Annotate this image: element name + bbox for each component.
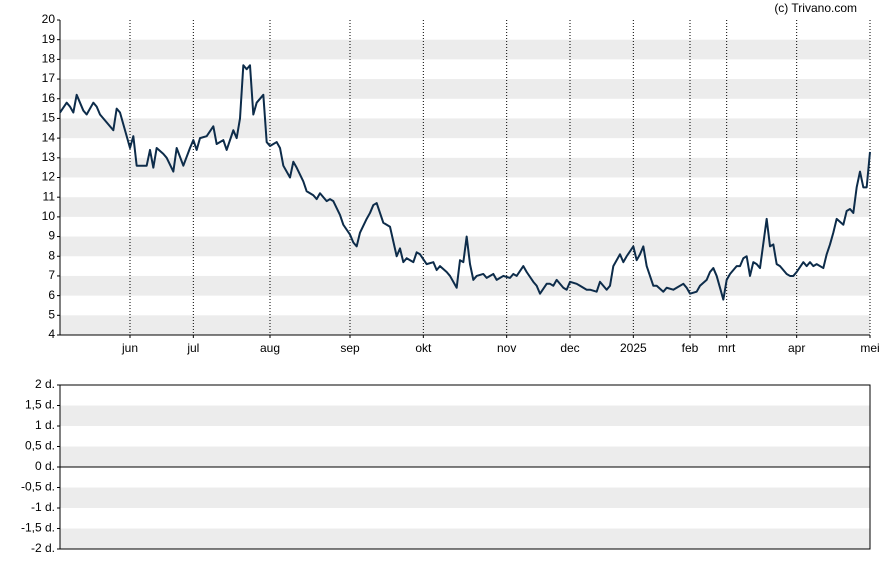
- y-tick-label: 1 d.: [35, 418, 55, 432]
- y-tick-label: 5: [48, 307, 55, 321]
- x-tick-label: jun: [121, 341, 138, 355]
- x-tick-label: aug: [260, 341, 280, 355]
- grid-band: [60, 275, 870, 296]
- y-tick-label: 7: [48, 268, 55, 282]
- y-tick-label: -1,5 d.: [21, 521, 55, 535]
- grid-band: [60, 197, 870, 217]
- y-tick-label: 16: [42, 91, 56, 105]
- grid-band: [60, 405, 870, 426]
- y-tick-label: 13: [42, 150, 56, 164]
- y-tick-label: 4: [48, 327, 55, 341]
- credit: (c) Trivano.com: [774, 1, 857, 15]
- x-tick-label: mei: [860, 341, 879, 355]
- price-line: [59, 64, 871, 301]
- y-tick-label: 15: [42, 111, 56, 125]
- y-tick-label: -0,5 d.: [21, 480, 55, 494]
- y-tick-label: 17: [42, 71, 56, 85]
- y-tick-label: 14: [42, 130, 56, 144]
- x-tick-label: mrt: [718, 341, 736, 355]
- grid-band: [60, 528, 870, 549]
- grid-band: [60, 487, 870, 508]
- y-tick-label: 18: [42, 52, 56, 66]
- y-tick-label: 12: [42, 170, 56, 184]
- y-tick-label: 19: [42, 32, 56, 46]
- y-tick-label: 10: [42, 209, 56, 223]
- grid-band: [60, 157, 870, 178]
- y-tick-label: 2 d.: [35, 377, 55, 391]
- grid-band: [60, 39, 870, 60]
- y-tick-label: 6: [48, 288, 55, 302]
- y-tick-label: 9: [48, 229, 55, 243]
- y-tick-label: 0 d.: [35, 459, 55, 473]
- x-tick-label: nov: [497, 341, 516, 355]
- grid-band: [60, 118, 870, 139]
- x-tick-label: apr: [788, 341, 805, 355]
- x-tick-label: dec: [560, 341, 579, 355]
- y-tick-label: -2 d.: [31, 541, 55, 555]
- x-tick-label: jul: [186, 341, 199, 355]
- y-tick-label: -1 d.: [31, 500, 55, 514]
- y-tick-label: 8: [48, 248, 55, 262]
- x-tick-label: feb: [682, 341, 699, 355]
- grid-band: [60, 79, 870, 99]
- y-tick-label: 20: [42, 12, 56, 26]
- y-tick-label: 11: [43, 189, 56, 203]
- x-tick-label: sep: [340, 341, 360, 355]
- x-tick-label: okt: [415, 341, 432, 355]
- grid-band: [60, 446, 870, 467]
- y-tick-label: 1,5 d.: [25, 398, 55, 412]
- x-tick-label: 2025: [620, 341, 647, 355]
- y-tick-label: 0,5 d.: [25, 439, 55, 453]
- grid-band: [60, 315, 870, 335]
